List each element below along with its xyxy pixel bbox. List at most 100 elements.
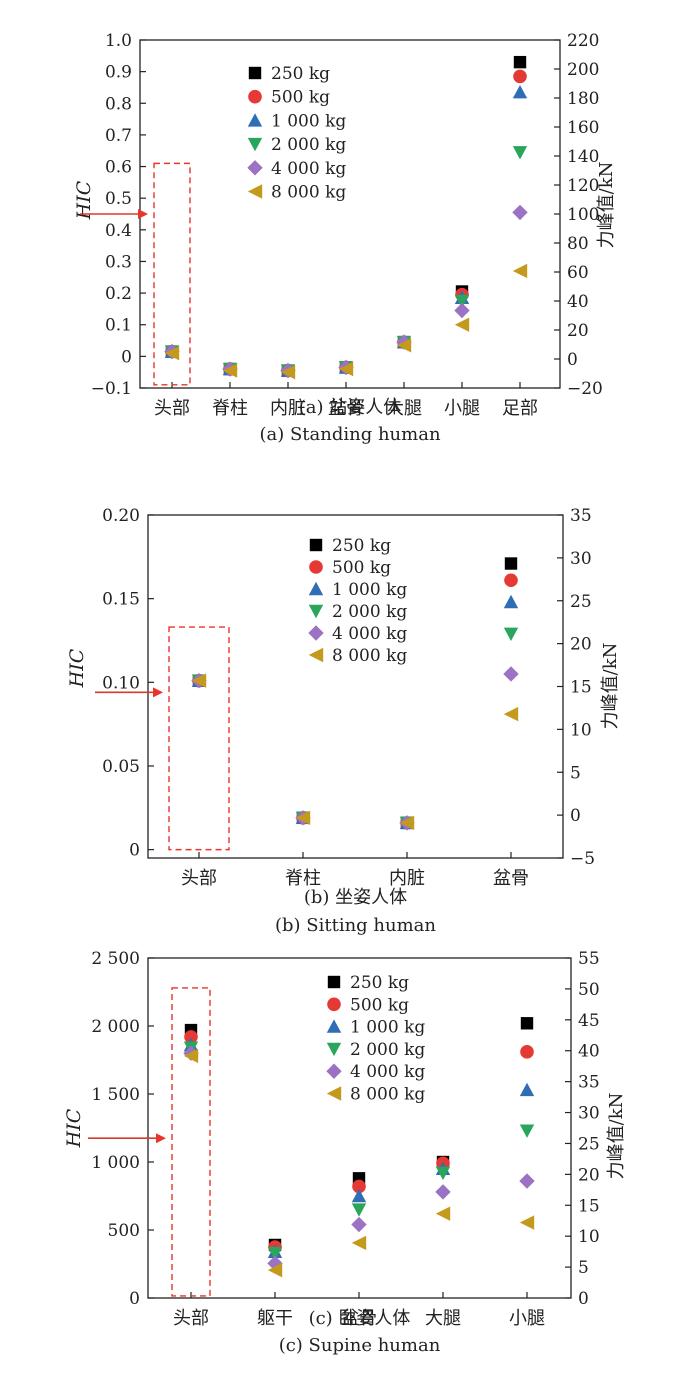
legend-marker xyxy=(248,66,262,80)
legend-label: 1 000 kg xyxy=(271,111,346,131)
y2-tick-label: 30 xyxy=(570,549,592,569)
y-tick-label: 0 xyxy=(121,347,132,367)
y-tick-label: 2 000 xyxy=(91,1017,140,1037)
x-tick-label: 头部 xyxy=(181,868,217,889)
data-point xyxy=(519,1173,535,1189)
highlight-box xyxy=(168,626,230,851)
data-point xyxy=(503,706,519,722)
data-point xyxy=(513,69,527,84)
y2-tick-label: 25 xyxy=(578,1134,600,1154)
y2-tick-label: 5 xyxy=(578,1258,589,1278)
x-tick-label: 脊柱 xyxy=(285,868,321,889)
y-tick-label: 0.9 xyxy=(105,63,132,83)
panel-c-supine: 0 500 1 000 1 500 2 000 2 500 0 5 10 15 20 25 30 35 40… xyxy=(63,949,627,1356)
data-point xyxy=(164,346,180,361)
y2-tick-label: −5 xyxy=(570,849,595,869)
y2-tick-label: 20 xyxy=(570,635,592,655)
y2-tick-label: 160 xyxy=(567,118,599,138)
y2-tick-label: 60 xyxy=(567,263,589,283)
y-tick-label: −0.1 xyxy=(91,379,132,399)
data-point xyxy=(351,1235,367,1251)
data-point xyxy=(222,363,238,378)
y2-axis-label: 力峰值/kN xyxy=(606,1093,627,1180)
data-point xyxy=(520,1017,534,1030)
caption-cn: (c) 卧姿人体 xyxy=(309,1308,411,1329)
y2-axis-label: 力峰值/kN xyxy=(600,643,621,730)
data-point xyxy=(267,1255,283,1272)
data-point xyxy=(504,557,518,570)
y-tick-label: 0.4 xyxy=(105,221,132,241)
x-tick-label: 头部 xyxy=(173,1308,209,1329)
x-tick-label: 大腿 xyxy=(386,398,422,419)
data-point xyxy=(351,1188,367,1203)
caption-cn: (b) 坐姿人体 xyxy=(304,887,407,908)
y-tick-label: 0.1 xyxy=(105,316,132,336)
y2-tick-label: 80 xyxy=(567,234,589,254)
y2-tick-label: 140 xyxy=(567,147,599,167)
x-tick-label: 盆骨 xyxy=(493,868,529,889)
y-tick-label: 0.10 xyxy=(102,673,140,693)
pointer-arrow-head xyxy=(138,209,148,219)
legend-label: 250 kg xyxy=(350,973,409,993)
data-point xyxy=(338,361,354,377)
x-tick-label: 头部 xyxy=(154,398,190,419)
data-point xyxy=(267,1262,283,1278)
legend-label: 500 kg xyxy=(271,88,330,108)
data-point xyxy=(519,1215,535,1230)
data-point xyxy=(503,594,519,609)
highlight-box xyxy=(153,162,191,386)
y2-tick-label: 20 xyxy=(578,1165,600,1185)
data-point xyxy=(396,338,412,353)
data-point xyxy=(183,1048,199,1064)
y2-tick-label: 30 xyxy=(578,1104,600,1124)
legend-marker xyxy=(326,1063,342,1079)
legend-label: 250 kg xyxy=(332,536,391,556)
y2-tick-label: 220 xyxy=(567,31,599,51)
data-point xyxy=(351,1203,367,1217)
legend-marker xyxy=(308,581,324,596)
legend-marker xyxy=(326,1019,342,1033)
legend-label: 250 kg xyxy=(271,64,330,84)
legend-label: 4 000 kg xyxy=(271,159,346,179)
legend-marker xyxy=(327,997,341,1012)
data-point xyxy=(512,146,528,160)
legend-marker xyxy=(308,604,324,619)
x-tick-label: 盆骨 xyxy=(328,398,364,419)
legend-label: 2 000 kg xyxy=(332,602,407,622)
legend-label: 500 kg xyxy=(332,558,391,578)
data-point xyxy=(519,1082,535,1097)
x-tick-label: 足部 xyxy=(502,398,538,419)
data-point xyxy=(504,573,518,588)
y2-tick-label: 40 xyxy=(567,292,589,312)
legend-label: 1 000 kg xyxy=(350,1018,425,1038)
panel-a-standing: −0.1 0 0.1 0.2 0.3 0.4 0.5 0.6 0.7 0.8 0.9 1.0 −20 0 2… xyxy=(73,31,617,445)
legend-marker xyxy=(248,89,262,104)
data-point xyxy=(519,1124,535,1138)
data-point xyxy=(454,294,470,309)
y-tick-label: 0.2 xyxy=(105,284,132,304)
y-tick-label: 0.3 xyxy=(105,252,132,272)
legend-label: 8 000 kg xyxy=(332,646,407,666)
y-axis-label: HIC xyxy=(73,180,95,220)
y2-tick-label: 200 xyxy=(567,60,599,80)
data-point xyxy=(520,1045,534,1059)
data-point xyxy=(295,810,311,826)
y2-tick-label: 45 xyxy=(578,1011,600,1031)
legend-marker xyxy=(308,647,324,663)
data-point xyxy=(512,263,528,279)
x-tick-label: 小腿 xyxy=(444,398,480,419)
legend-label: 8 000 kg xyxy=(350,1085,425,1105)
y2-tick-label: 20 xyxy=(567,321,589,341)
legend-marker xyxy=(309,560,323,574)
data-point xyxy=(435,1166,451,1181)
legend-marker xyxy=(308,625,324,641)
y2-tick-label: 15 xyxy=(570,678,592,698)
y2-tick-label: 10 xyxy=(578,1227,600,1247)
data-point xyxy=(399,815,415,831)
y2-tick-label: 55 xyxy=(578,949,600,969)
panel-b-sitting: 0 0.05 0.10 0.15 0.20 −5 0 5 10 15 20 25 30 35 头部 脊柱 内脏 盆… xyxy=(66,506,621,936)
y2-tick-label: 40 xyxy=(578,1042,600,1062)
x-tick-label: 躯干 xyxy=(257,1308,293,1329)
highlight-box xyxy=(171,987,211,1297)
